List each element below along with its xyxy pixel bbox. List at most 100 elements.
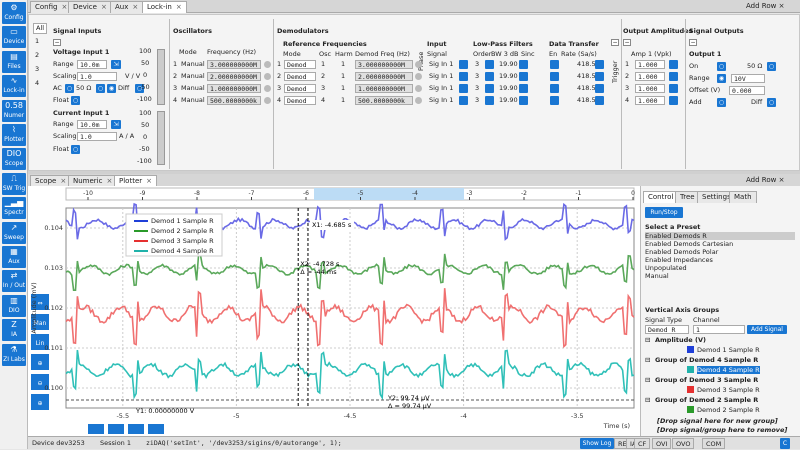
rate-field[interactable]: 418.5: [577, 60, 596, 68]
amp-field[interactable]: 1.000: [635, 60, 665, 69]
collapse-icon[interactable]: ⊟: [645, 356, 651, 364]
series-color-swatch[interactable]: [687, 386, 694, 393]
float-toggle[interactable]: ○: [71, 96, 80, 105]
rate-field[interactable]: 418.5: [577, 96, 596, 104]
nav-files[interactable]: ▤ Files: [2, 50, 26, 73]
collapse-icon[interactable]: ⊟: [645, 376, 651, 384]
filter-order-select[interactable]: 3: [475, 84, 480, 92]
sinc-toggle[interactable]: [519, 84, 528, 93]
amp-enable-toggle[interactable]: [669, 84, 678, 93]
demod-input-select[interactable]: Sig In 1: [429, 72, 454, 80]
rate-field[interactable]: 418.5: [577, 72, 596, 80]
out-amp-collapse-icon[interactable]: −: [623, 39, 631, 46]
amp-enable-toggle[interactable]: [669, 72, 678, 81]
show-log-button[interactable]: Show Log: [580, 438, 614, 449]
preset-item[interactable]: Enabled Demods R: [645, 232, 795, 240]
right-icon[interactable]: [128, 424, 144, 434]
splitter[interactable]: [28, 171, 800, 175]
zoom-x-icon[interactable]: [31, 294, 49, 310]
bw-mode-button[interactable]: [485, 60, 494, 69]
demod-input-select[interactable]: Sig In 1: [429, 84, 454, 92]
nav-spectr[interactable]: ▁▃▅ Spectr: [2, 197, 26, 220]
axis-group-name[interactable]: Group of Demod 2 Sample R: [655, 396, 759, 404]
c-indicator[interactable]: C: [780, 438, 790, 449]
nav-sw-trig[interactable]: ⎍ SW Trig: [2, 172, 26, 195]
out-autorange-button[interactable]: ◉: [717, 74, 726, 83]
collapse-icon[interactable]: −: [53, 39, 61, 46]
nav-in-out[interactable]: ⇄ In / Out: [2, 270, 26, 293]
rate-button[interactable]: [595, 72, 604, 81]
signal-type-select[interactable]: Demod R: [645, 325, 689, 334]
data-transfer-enable[interactable]: [550, 72, 559, 81]
range-field[interactable]: 10.0m: [77, 60, 107, 69]
series-color-swatch[interactable]: [687, 406, 694, 413]
demod-osc-select[interactable]: 3: [321, 84, 326, 92]
preset-item[interactable]: Unpopulated: [645, 264, 687, 272]
out-range-select[interactable]: 10V: [731, 74, 765, 83]
scaling-field[interactable]: 1.0: [77, 72, 117, 81]
nav-config[interactable]: ⚙ Config: [2, 2, 26, 24]
side-tab-1[interactable]: 1: [35, 37, 40, 45]
data-transfer-enable[interactable]: [550, 60, 559, 69]
zoom-out-icon[interactable]: [31, 374, 49, 390]
sinc-toggle[interactable]: [519, 60, 528, 69]
demod-mode-select[interactable]: Demod: [284, 72, 316, 81]
autorange-button[interactable]: ⇲: [111, 60, 121, 69]
rate-button[interactable]: [595, 84, 604, 93]
bw-field[interactable]: 19.90: [499, 96, 518, 104]
tab-control[interactable]: Control: [643, 191, 679, 203]
nav-dio[interactable]: ▥ DIO: [2, 294, 26, 317]
demod-osc-select[interactable]: 2: [321, 72, 326, 80]
collapse-icon[interactable]: ⊟: [645, 336, 651, 344]
preset-item[interactable]: Enabled Demods Cartesian: [645, 240, 734, 248]
preset-item[interactable]: Enabled Impedances: [645, 256, 713, 264]
output-on-toggle[interactable]: ○: [717, 62, 726, 71]
amp-field[interactable]: 1.000: [635, 72, 665, 81]
demod-harm[interactable]: 1: [341, 84, 346, 92]
ohm-toggle[interactable]: ○: [96, 84, 105, 93]
offset-field[interactable]: 0.000: [729, 86, 765, 95]
status-indicator-ovo[interactable]: OVO: [672, 438, 695, 449]
sig-out-collapse-icon[interactable]: −: [689, 39, 697, 46]
nav-numer[interactable]: 0.58 Numer: [2, 99, 26, 122]
demod-harm[interactable]: 1: [341, 96, 346, 104]
tab-plotter[interactable]: Plotter ×: [114, 175, 157, 187]
demod-osc-select[interactable]: 1: [321, 60, 326, 68]
side-tab-2[interactable]: 2: [35, 51, 40, 59]
diff-toggle-2[interactable]: ○: [135, 84, 144, 93]
osc-frequency-field[interactable]: 3.000000000M: [207, 60, 261, 69]
demod-mode-select[interactable]: Demod: [284, 96, 316, 105]
status-indicator-cf[interactable]: CF: [634, 438, 651, 449]
bw-mode-button[interactable]: [485, 96, 494, 105]
nav-ia[interactable]: Z IA: [2, 319, 26, 342]
diff-toggle[interactable]: ◉: [107, 84, 116, 93]
tab-config[interactable]: Config ×: [30, 1, 73, 13]
demod-harm[interactable]: 1: [341, 60, 346, 68]
collapse-icon[interactable]: ⊟: [645, 396, 651, 404]
bw-mode-button[interactable]: [485, 72, 494, 81]
preset-item[interactable]: Enabled Demods Polar: [645, 248, 719, 256]
rate-field[interactable]: 418.5: [577, 84, 596, 92]
demod-input-select[interactable]: Sig In 1: [429, 96, 454, 104]
osc-frequency-field[interactable]: 1.000000000M: [207, 84, 261, 93]
out-diff-toggle[interactable]: ○: [767, 98, 776, 107]
nav-device[interactable]: ▭ Device: [2, 26, 26, 49]
nav-plotter[interactable]: ⌇ Plotter: [2, 124, 26, 146]
nav-scope[interactable]: DIO Scope: [2, 148, 26, 171]
osc-frequency-field[interactable]: 500.0000000k: [207, 96, 261, 105]
ac-toggle[interactable]: ○: [65, 84, 74, 93]
nav-zi-labs[interactable]: ⚗ ZI Labs: [2, 343, 26, 366]
status-indicator-ovi[interactable]: OVI: [652, 438, 672, 449]
axis-group-name[interactable]: Group of Demod 4 Sample R: [655, 356, 759, 364]
input-options-button[interactable]: [459, 84, 468, 93]
osc-frequency-field[interactable]: 2.000000000M: [207, 72, 261, 81]
current-float-toggle[interactable]: ○: [71, 145, 80, 154]
demod-mode-select[interactable]: Demod: [284, 84, 316, 93]
sinc-toggle[interactable]: [519, 72, 528, 81]
series-item[interactable]: Demod 1 Sample R: [697, 346, 760, 354]
amp-enable-toggle[interactable]: [669, 96, 678, 105]
filter-order-select[interactable]: 3: [475, 72, 480, 80]
bw-field[interactable]: 19.90: [499, 84, 518, 92]
rate-button[interactable]: [595, 60, 604, 69]
